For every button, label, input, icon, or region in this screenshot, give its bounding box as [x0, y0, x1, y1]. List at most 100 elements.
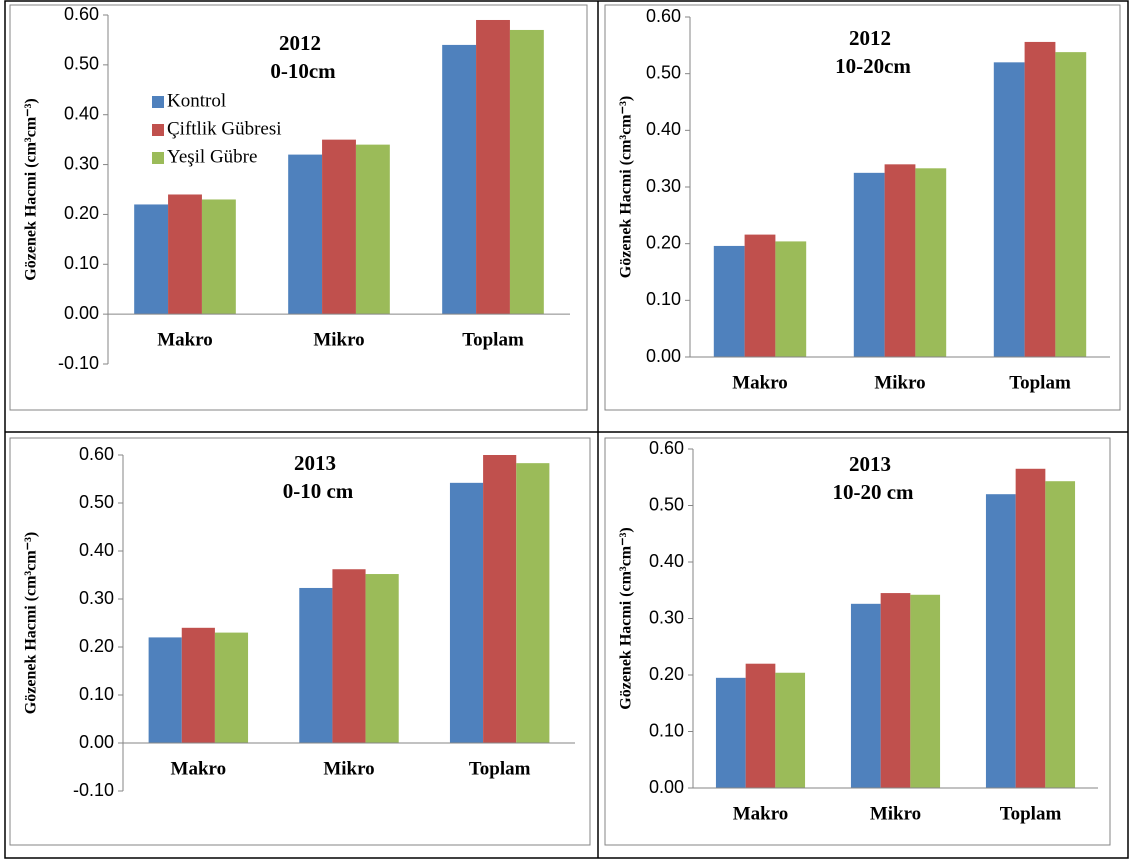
x-tick-label: Mikro — [323, 758, 374, 779]
y-axis-label: Gözenek Hacmi (cm³cm⁻³) — [618, 96, 635, 278]
legend-label: Çiftlik Gübresi — [167, 118, 282, 139]
y-axis-label: Gözenek Hacmi (cm³cm⁻³) — [23, 532, 40, 714]
y-tick-label: 0.50 — [649, 494, 684, 514]
bar — [884, 164, 916, 357]
legend-swatch — [152, 124, 164, 136]
bar — [322, 139, 356, 315]
bar — [181, 627, 215, 743]
y-tick-label: 0.20 — [646, 232, 681, 252]
bar — [744, 234, 776, 357]
y-tick-label: 0.00 — [64, 303, 99, 323]
y-tick-label: 0.40 — [64, 103, 99, 123]
bar — [201, 199, 236, 315]
x-tick-label: Toplam — [1000, 803, 1062, 824]
y-tick-label: 0.00 — [79, 732, 114, 752]
y-tick-label: 0.30 — [649, 607, 684, 627]
x-tick-label: Makro — [733, 803, 789, 824]
legend-swatch — [152, 152, 164, 164]
y-tick-label: 0.20 — [64, 203, 99, 223]
y-tick-label: 0.30 — [79, 588, 114, 608]
bar — [853, 172, 885, 357]
bar — [715, 677, 746, 788]
x-tick-label: Makro — [732, 372, 788, 393]
y-tick-label: 0.60 — [646, 6, 681, 26]
y-tick-label: 0.20 — [649, 664, 684, 684]
y-tick-label: 0.20 — [79, 636, 114, 656]
x-tick-label: Makro — [157, 330, 213, 351]
legend-label: Kontrol — [167, 90, 226, 111]
y-tick-label: 0.40 — [646, 119, 681, 139]
bar — [713, 245, 745, 357]
chart-frame — [9, 4, 588, 411]
bar — [299, 587, 333, 743]
chart-subtitle: 0-10 cm — [283, 479, 354, 503]
bar — [993, 62, 1025, 357]
chart-title: 2012 — [849, 26, 891, 50]
outer-frame — [4, 0, 1129, 859]
bar — [148, 637, 182, 743]
bar — [910, 594, 941, 788]
legend-swatch — [152, 96, 164, 108]
chart-frame — [604, 4, 1121, 411]
y-axis-label: Gözenek Hacmi (cm³cm⁻³) — [618, 527, 635, 709]
bar — [483, 455, 517, 743]
y-tick-label: 0.60 — [649, 438, 684, 458]
y-tick-label: 0.40 — [79, 540, 114, 560]
bar — [880, 593, 911, 788]
chart-title: 2013 — [294, 451, 336, 475]
bar — [168, 194, 202, 315]
legend-label: Yeşil Gübre — [167, 146, 257, 167]
y-tick-label: 0.30 — [64, 153, 99, 173]
bar — [288, 154, 323, 315]
bar — [516, 463, 550, 743]
bar — [134, 204, 169, 315]
x-tick-label: Mikro — [874, 372, 925, 393]
bar — [745, 663, 776, 788]
bar — [850, 603, 881, 788]
y-tick-label: 0.10 — [649, 720, 684, 740]
y-tick-label: 0.50 — [646, 62, 681, 82]
chart-subtitle: 0-10cm — [270, 59, 336, 83]
chart-title: 2012 — [279, 31, 321, 55]
bar — [509, 29, 544, 315]
y-tick-label: 0.10 — [64, 253, 99, 273]
chart-frame — [9, 437, 591, 846]
bar — [915, 168, 947, 357]
bar — [355, 144, 390, 315]
bar — [1015, 468, 1046, 788]
chart-frame — [604, 437, 1111, 846]
bar — [476, 19, 510, 315]
y-tick-label: -0.10 — [73, 780, 114, 800]
bar — [332, 569, 366, 743]
y-tick-label: 0.10 — [646, 289, 681, 309]
bar — [365, 574, 399, 743]
y-tick-label: 0.60 — [79, 444, 114, 464]
x-tick-label: Mikro — [313, 330, 364, 351]
bar — [214, 632, 249, 743]
y-tick-label: 0.50 — [64, 54, 99, 74]
x-tick-label: Toplam — [462, 330, 524, 351]
y-tick-label: 0.30 — [646, 176, 681, 196]
x-tick-label: Mikro — [870, 803, 921, 824]
y-axis-label: Gözenek Hacmi (cm³cm⁻³) — [23, 98, 40, 280]
x-tick-label: Toplam — [469, 758, 531, 779]
bar — [775, 672, 806, 788]
x-tick-label: Toplam — [1009, 372, 1071, 393]
y-tick-label: 0.40 — [649, 551, 684, 571]
bar — [1045, 481, 1076, 788]
bar — [1055, 52, 1087, 358]
bar — [449, 482, 484, 743]
chart-title: 2013 — [849, 452, 891, 476]
bar — [1024, 41, 1056, 357]
y-tick-label: 0.60 — [64, 4, 99, 24]
bar — [985, 494, 1016, 788]
bar — [442, 44, 477, 315]
y-tick-label: 0.10 — [79, 684, 114, 704]
chart-subtitle: 10-20cm — [835, 54, 911, 78]
y-tick-label: 0.00 — [646, 346, 681, 366]
y-tick-label: -0.10 — [58, 353, 99, 373]
y-tick-label: 0.50 — [79, 492, 114, 512]
bar — [775, 241, 807, 357]
x-tick-label: Makro — [171, 758, 227, 779]
